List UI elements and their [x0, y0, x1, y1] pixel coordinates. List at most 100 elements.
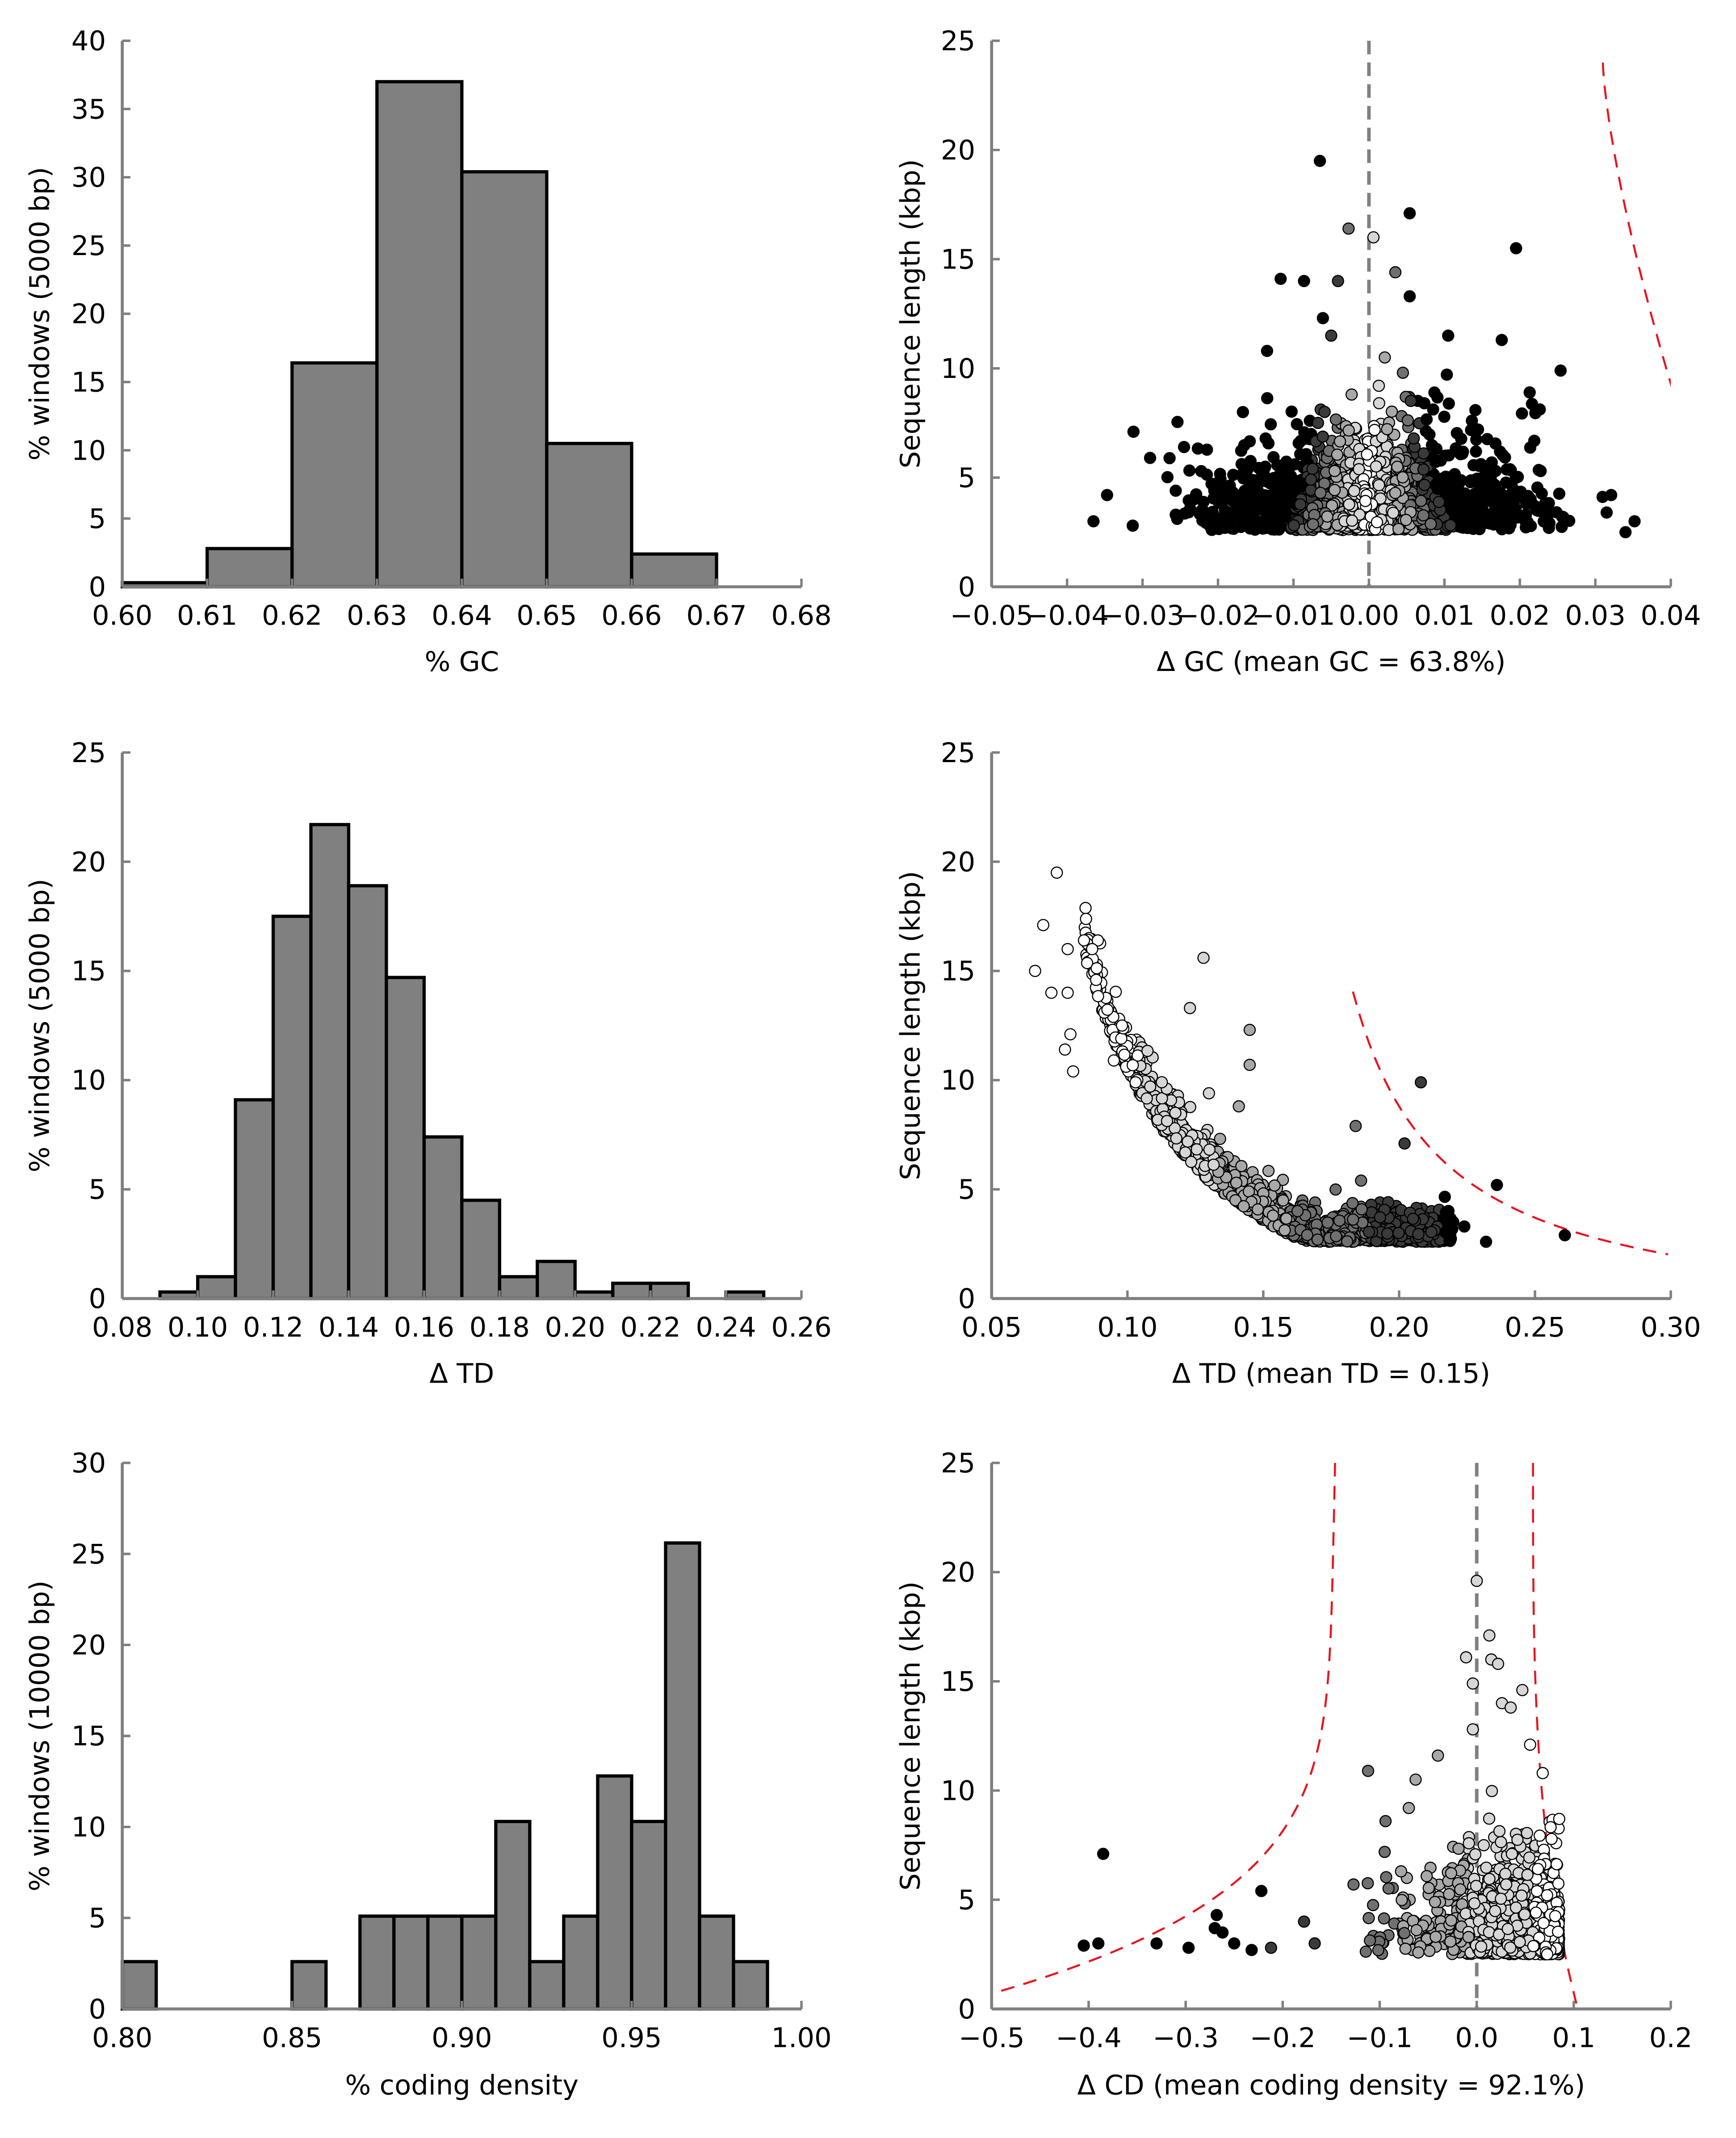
- gc-scatter-point: [1237, 406, 1249, 419]
- gc-scatter-point: [1532, 464, 1545, 476]
- td-histogram-bar: [196, 1275, 237, 1300]
- td-scatter-ylabel: Sequence length (kbp): [895, 871, 927, 1180]
- gc-scatter-point: [1524, 441, 1537, 454]
- td-scatter-point: [1115, 1019, 1128, 1032]
- gc-scatter-point: [1455, 432, 1468, 445]
- td-histogram-x-tick-label: 0.14: [319, 1312, 379, 1343]
- gc-scatter-point: [1287, 519, 1300, 532]
- td-scatter-point: [1091, 934, 1104, 947]
- gc-scatter-point: [1235, 444, 1248, 457]
- cd-scatter-xlabel: Δ CD (mean coding density = 92.1%): [1077, 2070, 1585, 2101]
- td-scatter-point: [1045, 986, 1058, 999]
- gc-scatter-point: [1531, 481, 1544, 494]
- td-scatter-point: [1170, 1132, 1182, 1144]
- gc-scatter-point: [1418, 478, 1431, 491]
- gc-scatter-point: [1171, 415, 1184, 428]
- gc-scatter-point: [1281, 477, 1293, 490]
- cd-scatter-point: [1359, 1945, 1372, 1958]
- td-scatter-point: [1029, 964, 1041, 977]
- gc-scatter-x-tick-label: 0.03: [1565, 600, 1625, 632]
- gc-scatter-point: [1294, 498, 1307, 511]
- gc-scatter-point: [1307, 518, 1319, 531]
- cd-histogram-bar: [630, 1819, 667, 2011]
- gc-scatter-point: [1480, 474, 1493, 487]
- gc-scatter-point: [1405, 394, 1417, 407]
- gc-scatter-point: [1439, 471, 1452, 483]
- gc-scatter-point: [1329, 413, 1342, 426]
- gc-scatter-point: [1178, 440, 1191, 453]
- td-histogram-xlabel: Δ TD: [429, 1358, 494, 1389]
- gc-scatter-point: [1470, 497, 1483, 510]
- td-scatter-point: [1407, 1212, 1419, 1225]
- gc-scatter-point: [1385, 405, 1398, 418]
- gc-scatter-point: [1346, 514, 1359, 527]
- gc-scatter-y-tick-label: 20: [941, 135, 975, 166]
- gc-scatter-point: [1373, 479, 1385, 491]
- td-scatter-point: [1132, 1049, 1144, 1062]
- gc-scatter-point: [1379, 351, 1391, 364]
- gc-scatter-point: [1237, 496, 1250, 509]
- cd-histogram-bar: [290, 1960, 328, 2011]
- gc-scatter-point: [1224, 520, 1236, 532]
- td-histogram-bar: [271, 914, 313, 1300]
- td-scatter-point: [1347, 1213, 1359, 1226]
- cd-histogram-ylabel: % windows (10000 bp): [24, 1580, 55, 1891]
- gc-scatter-point: [1285, 405, 1298, 418]
- gc-scatter-point: [1420, 413, 1433, 426]
- td-scatter-point: [1079, 901, 1092, 914]
- gc-scatter-point: [1438, 411, 1451, 423]
- td-scatter-point: [1061, 986, 1074, 999]
- gc-scatter-point: [1600, 506, 1613, 519]
- cd-histogram-bar: [732, 1960, 769, 2011]
- gc-scatter-point: [1272, 490, 1284, 502]
- gc-histogram-bar: [375, 80, 464, 589]
- gc-scatter-point: [1418, 397, 1430, 410]
- gc-scatter-axes: −0.05−0.04−0.03−0.02−0.01 0.00 0.01 0.02 0.0…: [941, 26, 1701, 632]
- cd-histogram-x-tick-label: 0.90: [432, 2022, 492, 2054]
- gc-scatter-point: [1417, 447, 1430, 460]
- cd-scatter-point: [1452, 1842, 1465, 1855]
- gc-scatter-point: [1444, 519, 1457, 532]
- cd-scatter-ylabel: Sequence length (kbp): [895, 1581, 927, 1891]
- gc-scatter-point: [1499, 451, 1511, 464]
- gc-histogram-y-tick-label: 15: [71, 367, 106, 398]
- gc-scatter-point: [1126, 519, 1139, 532]
- td-histogram-bar: [536, 1260, 577, 1300]
- td-scatter-point: [1243, 1059, 1256, 1071]
- gc-scatter-point: [1333, 435, 1346, 448]
- cd-histogram-y-tick-label: 0: [89, 1994, 106, 2025]
- gc-scatter-point: [1495, 334, 1508, 346]
- gc-scatter-y-tick-label: 5: [958, 462, 976, 494]
- td-scatter-point: [1438, 1191, 1451, 1203]
- gc-scatter-point: [1465, 474, 1477, 486]
- cd-histogram-xlabel: % coding density: [345, 2070, 579, 2101]
- td-scatter-point: [1363, 1226, 1375, 1238]
- cd-scatter-points: [1078, 1575, 1565, 1961]
- td-histogram-y-tick-label: 25: [71, 738, 106, 769]
- td-scatter-point: [1059, 1043, 1071, 1056]
- td-histogram-y-tick-label: 20: [71, 847, 106, 878]
- cd-histogram-x-tick-label: 0.95: [601, 2022, 662, 2054]
- td-histogram-bar: [309, 823, 351, 1300]
- gc-scatter-point: [1427, 403, 1439, 416]
- gc-scatter-point: [1439, 449, 1452, 462]
- td-scatter-point: [1277, 1194, 1289, 1207]
- td-scatter-point: [1090, 962, 1103, 975]
- gc-scatter-point: [1403, 207, 1416, 220]
- td-scatter-point: [1086, 943, 1099, 956]
- gc-scatter-y-tick-label: 0: [958, 572, 976, 603]
- td-scatter-point: [1392, 1227, 1405, 1239]
- cd-histogram-y-tick-label: 15: [71, 1721, 106, 1752]
- cd-histogram-panel: % coding density % windows (10000 bp) 0.…: [24, 1448, 831, 2101]
- td-scatter-point: [1230, 1176, 1243, 1189]
- gc-scatter-point: [1401, 414, 1414, 427]
- gc-histogram-bar: [630, 552, 718, 589]
- gc-scatter-point: [1224, 479, 1236, 492]
- td-histogram-panel: Δ TD % windows (5000 bp) 0.08 0.10 0.12 0.1…: [24, 738, 831, 1390]
- td-histogram-bar: [422, 1135, 464, 1300]
- gc-histogram-axes: 0.60 0.61 0.62 0.63 0.64 0.65 0.66 0.67 0.680510…: [71, 26, 832, 632]
- gc-histogram-x-tick-label: 0.67: [686, 600, 746, 632]
- gc-scatter-ylabel: Sequence length (kbp): [895, 159, 927, 468]
- gc-histogram-y-tick-label: 25: [71, 231, 106, 262]
